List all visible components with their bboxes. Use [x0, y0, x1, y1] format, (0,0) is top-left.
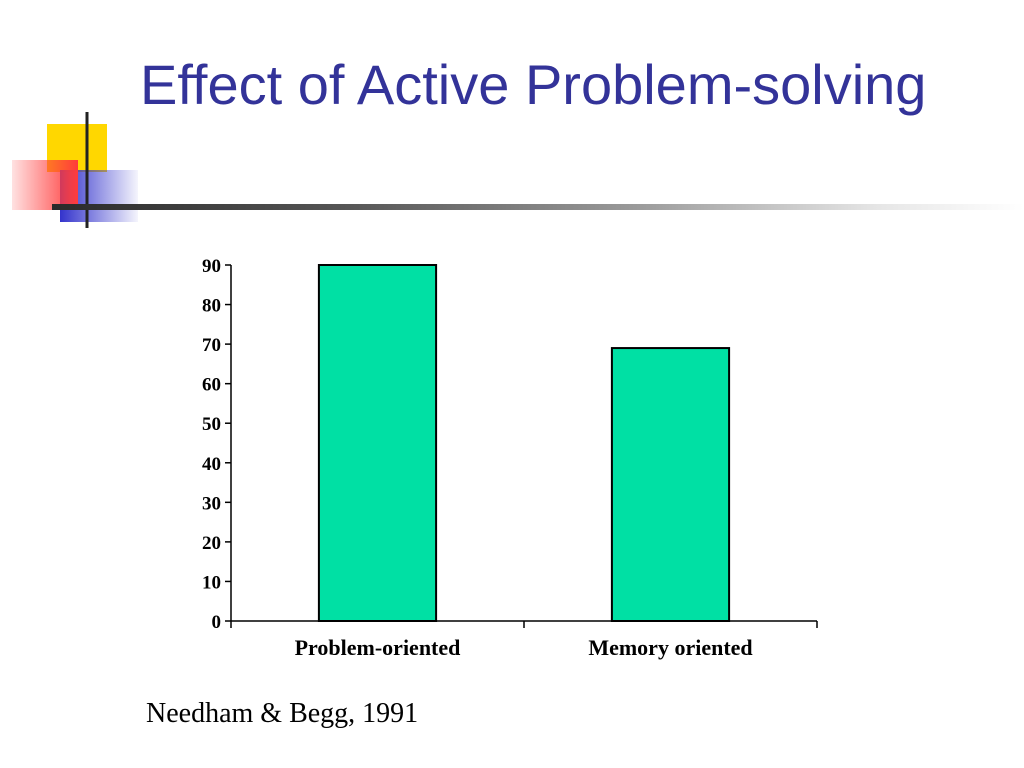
x-category-label: Problem-oriented	[295, 635, 461, 660]
title-rule	[52, 204, 1024, 210]
deco-red-square	[12, 160, 78, 210]
decorative-squares-logo	[12, 112, 138, 228]
bar-problem-oriented	[317, 264, 438, 622]
y-tick-label: 70	[202, 335, 221, 356]
y-tick-label: 50	[202, 414, 221, 435]
slide-title: Effect of Active Problem-solving	[140, 53, 927, 116]
chart-bars	[317, 264, 731, 622]
y-tick-label: 0	[212, 612, 222, 633]
y-tick-label: 60	[202, 375, 221, 396]
y-tick-label: 10	[202, 572, 221, 593]
y-tick-label: 40	[202, 454, 221, 475]
x-category-label: Memory oriented	[588, 635, 752, 660]
y-tick-label: 90	[202, 256, 221, 277]
citation: Needham & Begg, 1991	[146, 698, 419, 729]
y-tick-label: 80	[202, 296, 221, 317]
y-tick-label: 30	[202, 493, 221, 514]
bar-memory-oriented	[610, 347, 731, 622]
y-tick-label: 20	[202, 533, 221, 554]
chart-labels: 0 10 20 30 40 50 60 70 80 90 Problem-oriented Memor…	[202, 256, 753, 660]
